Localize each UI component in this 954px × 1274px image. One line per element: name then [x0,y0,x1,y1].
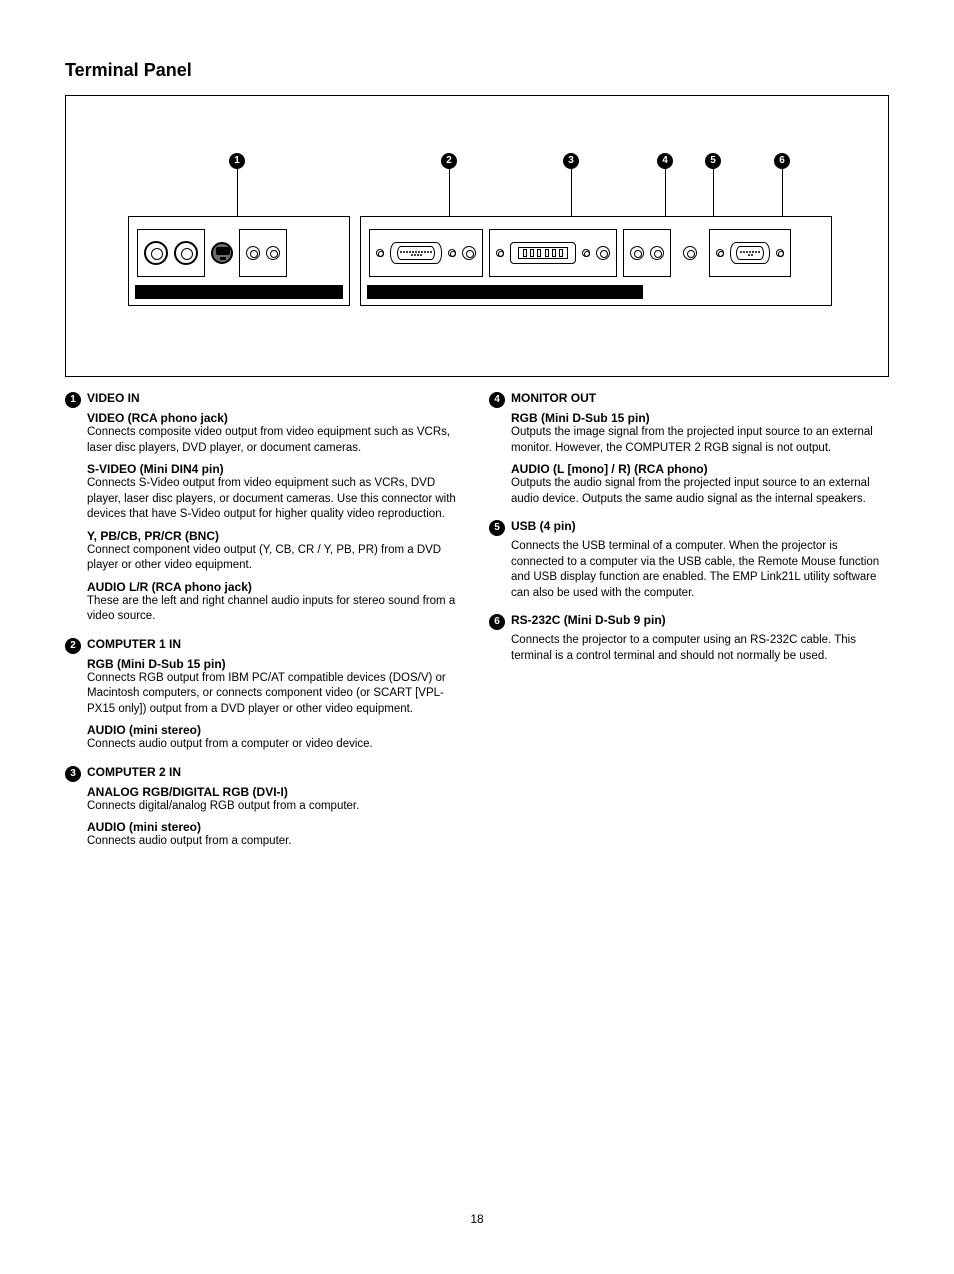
video-rca-jack-icon [174,241,198,265]
left-column: 1 VIDEO IN VIDEO (RCA phono jack) Connec… [65,391,465,862]
entry-title: MONITOR OUT [511,391,889,405]
entry-subtitle: AUDIO (L [mono] / R) (RCA phono) [511,462,889,476]
entry-subtitle: VIDEO (RCA phono jack) [87,411,465,425]
entry-3: 3 COMPUTER 2 IN ANALOG RGB/DIGITAL RGB (… [65,765,465,852]
terminal-diagram: 1 2 3 4 5 6 [65,95,889,377]
entry-text: Connects digital/analog RGB output from … [87,799,465,815]
dsub9-icon [730,242,770,264]
entry-title: VIDEO IN [87,391,465,405]
entry-text: Connects the projector to a computer usi… [511,633,889,664]
page-number: 18 [0,1212,954,1226]
entry-title: RS-232C (Mini D-Sub 9 pin) [511,613,889,627]
entry-text: Outputs the image signal from the projec… [511,425,889,456]
entry-subtitle: RGB (Mini D-Sub 15 pin) [511,411,889,425]
screw-icon [776,249,784,257]
screw-icon [448,249,456,257]
entry-subtitle: S-VIDEO (Mini DIN4 pin) [87,462,465,476]
entry-subtitle: AUDIO (mini stereo) [87,820,465,834]
entry-num-icon: 1 [65,392,81,408]
bnc-jack-icon [266,246,280,260]
entry-num-icon: 4 [489,392,505,408]
callout-5: 5 [705,152,721,169]
entry-text: Connects audio output from a computer or… [87,737,465,753]
entry-5: 5 USB (4 pin) Connects the USB terminal … [489,519,889,603]
audio-mini-jack-icon [596,246,610,260]
callout-num-5: 5 [705,153,721,169]
callout-num-3: 3 [563,153,579,169]
svideo-minidin-icon [211,242,233,264]
screw-icon [582,249,590,257]
entry-title: USB (4 pin) [511,519,889,533]
callout-num-4: 4 [657,153,673,169]
callout-num-1: 1 [229,153,245,169]
entry-title: COMPUTER 2 IN [87,765,465,779]
entry-subtitle: AUDIO L/R (RCA phono jack) [87,580,465,594]
entry-6: 6 RS-232C (Mini D-Sub 9 pin) Connects th… [489,613,889,666]
entry-num-icon: 2 [65,638,81,654]
monitor-out-jack-icon [650,246,664,260]
callout-num-2: 2 [441,153,457,169]
screw-icon [496,249,504,257]
screw-icon [376,249,384,257]
panel-video-in [128,216,350,306]
callout-6: 6 [774,152,790,169]
panel-computer-io [360,216,832,306]
entry-4: 4 MONITOR OUT RGB (Mini D-Sub 15 pin) Ou… [489,391,889,509]
entry-subtitle: AUDIO (mini stereo) [87,723,465,737]
callout-num-6: 6 [774,153,790,169]
entry-text: Connects S-Video output from video equip… [87,476,465,523]
section-title: Terminal Panel [65,60,889,81]
entry-text: Outputs the audio signal from the projec… [511,476,889,507]
entry-text: Connects the USB terminal of a computer.… [511,539,889,601]
entry-text: Connects RGB output from IBM PC/AT compa… [87,671,465,718]
entry-subtitle: Y, PB/CB, PR/CR (BNC) [87,529,465,543]
entry-text: Connect component video output (Y, CB, C… [87,543,465,574]
entry-subtitle: ANALOG RGB/DIGITAL RGB (DVI-I) [87,785,465,799]
callout-3: 3 [563,152,579,169]
screw-icon [716,249,724,257]
monitor-out-jack-icon [630,246,644,260]
entry-num-icon: 3 [65,766,81,782]
entry-title: COMPUTER 1 IN [87,637,465,651]
audio-mini-jack-icon [462,246,476,260]
entry-num-icon: 6 [489,614,505,630]
bnc-jack-icon [246,246,260,260]
usb-port-icon [683,246,697,260]
entry-text: These are the left and right channel aud… [87,594,465,625]
description-columns: 1 VIDEO IN VIDEO (RCA phono jack) Connec… [65,391,889,862]
dvi-icon [510,242,576,264]
entry-num-icon: 5 [489,520,505,536]
dsub15-icon [390,242,442,264]
video-rca-jack-icon [144,241,168,265]
right-column: 4 MONITOR OUT RGB (Mini D-Sub 15 pin) Ou… [489,391,889,862]
entry-1: 1 VIDEO IN VIDEO (RCA phono jack) Connec… [65,391,465,627]
entry-text: Connects audio output from a computer. [87,834,465,850]
callout-4: 4 [657,152,673,169]
callout-2: 2 [441,152,457,169]
entry-2: 2 COMPUTER 1 IN RGB (Mini D-Sub 15 pin) … [65,637,465,755]
entry-text: Connects composite video output from vid… [87,425,465,456]
entry-subtitle: RGB (Mini D-Sub 15 pin) [87,657,465,671]
callout-1: 1 [229,152,245,169]
